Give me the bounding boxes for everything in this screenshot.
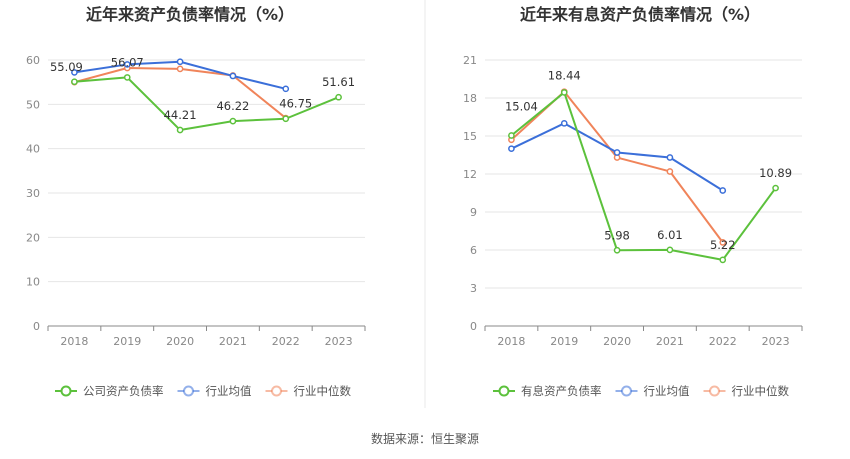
chart1-x-tick-label: 2018 (60, 335, 88, 348)
chart2-point-company (613, 246, 621, 254)
chart2-point-average (666, 154, 674, 161)
chart1-point-median (176, 65, 184, 73)
chart2-y-tick-label: 21 (463, 54, 477, 67)
chart2-point-average (719, 187, 727, 194)
chart2-x-tick-label: 2018 (497, 335, 525, 348)
chart1-point-company (123, 74, 131, 81)
chart2-point-company (560, 89, 568, 96)
chart2-x-tick-label: 2023 (762, 335, 790, 348)
chart1-data-label: 51.61 (322, 75, 355, 89)
chart2-data-label: 5.22 (710, 238, 736, 252)
chart2-series-line-company (510, 91, 777, 261)
chart1-y-tick-label: 40 (26, 143, 40, 156)
chart2-legend-label-company: 有息资产负债率 (521, 384, 602, 398)
chart1-data-label: 46.22 (216, 99, 249, 113)
chart1-series-line-company (74, 76, 339, 132)
chart2-point-average (560, 119, 568, 127)
chart2-legend-marker-average (621, 385, 632, 397)
chart2-data-label: 5.98 (604, 228, 630, 242)
chart2-legend-label-average: 行业均值 (644, 384, 690, 398)
chart1-x-tick-label: 2022 (272, 335, 300, 348)
chart2-point-average (613, 149, 621, 156)
chart2-data-label: 18.44 (548, 68, 581, 82)
chart2-legend-marker-company (498, 385, 510, 397)
chart2-y-tick-label: 6 (470, 244, 477, 257)
chart2-y-tick-label: 12 (463, 168, 477, 181)
chart1-x-tick-label: 2023 (325, 335, 353, 348)
chart1-x-tick-label: 2021 (219, 335, 247, 348)
chart2-y-tick-label: 15 (463, 130, 477, 143)
chart1-x-tick-label: 2019 (113, 335, 141, 348)
chart1-point-average (176, 58, 184, 66)
chart2-legend-label-median: 行业中位数 (732, 384, 790, 398)
chart1-point-average (123, 61, 131, 68)
chart1-y-tick-label: 10 (26, 276, 40, 289)
chart1-y-tick-label: 20 (26, 231, 40, 244)
chart1-x-tick-label: 2020 (166, 335, 194, 348)
chart1-data-label: 56.07 (111, 55, 144, 69)
chart2-data-label: 10.89 (759, 166, 792, 180)
chart2-y-tick-label: 18 (463, 92, 477, 105)
chart1-y-tick-label: 30 (26, 187, 40, 200)
chart1-legend-label-median: 行业中位数 (294, 384, 352, 398)
chart1-point-company (335, 93, 342, 101)
chart2-series-line-median (510, 90, 724, 243)
chart1-point-average (71, 69, 78, 76)
chart2-data-label: 6.01 (657, 228, 683, 242)
chart1-y-tick-label: 0 (33, 320, 40, 333)
chart1-data-label: 44.21 (164, 108, 197, 122)
chart1-point-average (282, 85, 290, 93)
chart1-data-label: 55.09 (50, 60, 83, 74)
chart2-point-company (666, 246, 674, 254)
chart1-data-label: 46.75 (279, 97, 312, 111)
chart2-y-tick-label: 9 (470, 206, 477, 219)
chart2-point-median (719, 239, 727, 246)
chart2-title: 近年来有息资产负债率情况（%） (520, 5, 760, 24)
chart2-x-tick-label: 2019 (550, 335, 578, 348)
chart1-y-tick-label: 60 (26, 54, 40, 67)
chart1-point-company (229, 117, 237, 125)
chart2-point-median (666, 168, 674, 175)
chart2-y-tick-label: 0 (470, 320, 477, 333)
chart2-x-tick-label: 2020 (603, 335, 631, 348)
chart1-point-average (229, 72, 237, 80)
chart1-legend-label-company: 公司资产负债率 (83, 384, 164, 398)
chart2-data-label: 15.04 (505, 99, 538, 113)
chart1-title: 近年来资产负债率情况（%） (86, 5, 294, 24)
chart1-point-company (176, 126, 184, 134)
chart1-legend-marker-average (183, 385, 194, 397)
chart1-legend-marker-company (60, 385, 72, 397)
chart1-legend-label-average: 行业均值 (206, 384, 252, 398)
source-text: 数据来源：恒生聚源 (371, 431, 479, 446)
chart2-point-company (508, 132, 515, 139)
chart2-point-company (719, 256, 727, 264)
chart1-point-company (71, 78, 78, 86)
chart2-point-company (772, 184, 779, 192)
chart1-y-tick-label: 50 (26, 98, 40, 111)
chart2-legend-marker-median (709, 385, 720, 397)
chart2-y-tick-label: 3 (470, 282, 477, 295)
chart2-point-average (508, 145, 515, 153)
chart1-point-company (282, 115, 290, 123)
chart2-x-tick-label: 2021 (656, 335, 684, 348)
chart2-x-tick-label: 2022 (709, 335, 737, 348)
chart1-legend-marker-median (271, 385, 282, 397)
